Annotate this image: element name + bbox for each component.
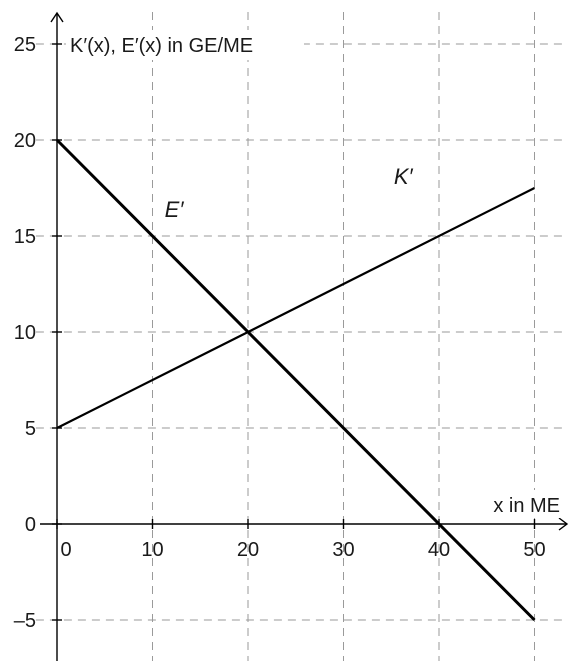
grid [35,12,563,661]
y-axis-title: K′(x), E′(x) in GE/ME [70,35,253,57]
y-tick-label-0: 0 [25,514,36,536]
x-tick-label-10: 10 [141,539,163,561]
x-tick-label-20: 20 [237,539,259,561]
y-axis-title-bg [66,30,304,60]
y-tick-label-20: 20 [14,130,36,152]
x-tick-label-40: 40 [428,539,450,561]
y-tick-label-15: 15 [14,226,36,248]
x-axis-title-bg [470,490,560,518]
y-tick-label-25: 25 [14,34,36,56]
series-lines [55,138,536,622]
y-tick-label--5: –5 [14,610,36,632]
series-line-k-prime [56,187,535,429]
y-axis-arrow [50,11,64,23]
x-tick-label-0: 0 [60,539,71,561]
x-axis-arrow [558,517,569,531]
series-label-k-prime: K′ [394,164,414,189]
x-axis-title: x in ME [493,495,560,517]
axes [40,11,569,661]
y-tick-label-5: 5 [25,418,36,440]
series-line-e-prime [55,138,536,622]
x-tick-label-30: 30 [332,539,354,561]
labels: 0 10 20 30 40 50 –5 0 5 10 15 20 25 K′ E′ K′(x), E′(x) … [14,30,560,632]
series-label-e-prime: E′ [165,197,185,222]
y-tick-label-10: 10 [14,322,36,344]
x-tick-label-50: 50 [523,539,545,561]
